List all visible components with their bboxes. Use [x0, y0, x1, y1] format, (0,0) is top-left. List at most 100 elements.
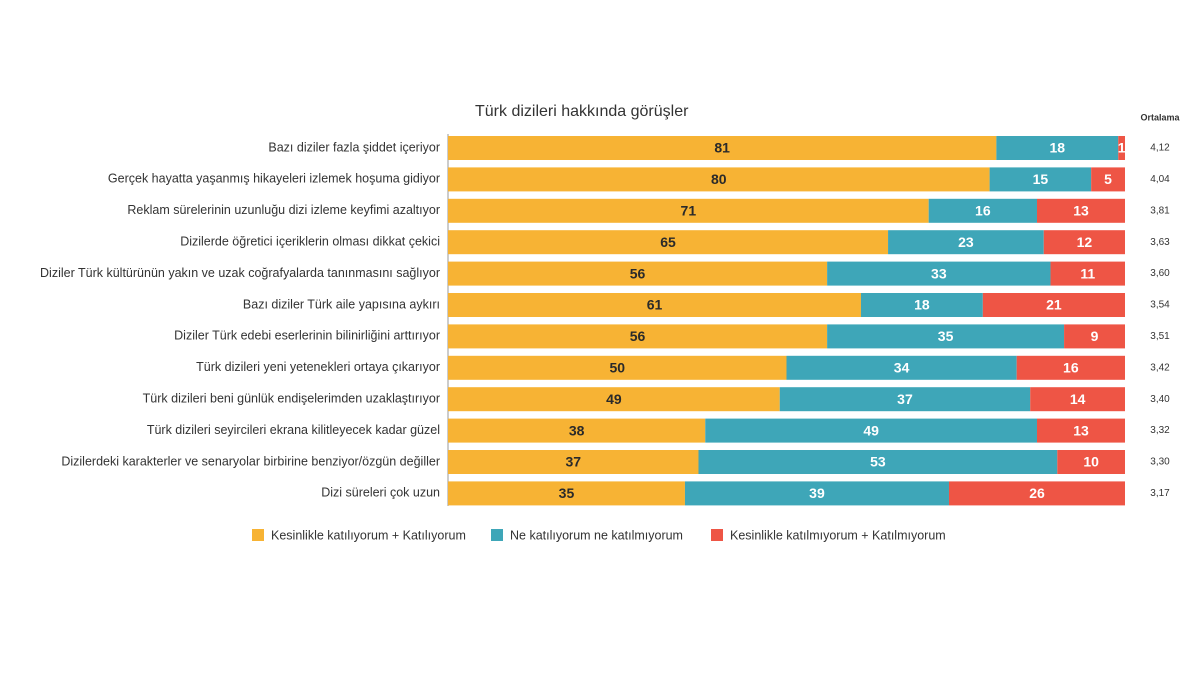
- bar-segment: [448, 136, 997, 160]
- average-value: 3,63: [1150, 237, 1170, 248]
- average-value: 3,51: [1150, 331, 1170, 342]
- bar-segment: [1036, 418, 1125, 443]
- value-label: 18: [914, 297, 930, 313]
- value-label: 65: [660, 234, 676, 250]
- category-label: Türk dizileri seyircileri ekrana kilitle…: [147, 423, 440, 437]
- average-value: 3,32: [1150, 425, 1170, 436]
- value-label: 34: [894, 360, 910, 376]
- value-label: 14: [1070, 391, 1086, 407]
- bar-segment: [448, 293, 861, 317]
- bar-segment: [779, 387, 1031, 412]
- bar-segment: [996, 136, 1119, 160]
- value-label: 21: [1046, 297, 1062, 313]
- legend-label: Kesinlikle katılmıyorum + Katılmıyorum: [730, 528, 946, 542]
- bar-segment: [698, 450, 1058, 474]
- bar-segment: [448, 355, 787, 380]
- value-label: 37: [565, 454, 581, 470]
- bar-segment: [448, 387, 780, 412]
- bar-segment: [827, 324, 1065, 349]
- value-label: 23: [958, 234, 974, 250]
- value-label: 61: [647, 297, 663, 313]
- bar-segment: [1030, 387, 1125, 412]
- bar-segment: [1091, 167, 1125, 192]
- bar-segment: [786, 355, 1017, 380]
- value-label: 16: [975, 203, 991, 219]
- value-label: 15: [1033, 171, 1049, 187]
- bar-segment: [989, 167, 1092, 192]
- value-label: 56: [630, 265, 646, 281]
- average-value: 3,81: [1150, 205, 1170, 216]
- average-value: 4,12: [1150, 143, 1170, 154]
- bar-segment: [1118, 136, 1125, 160]
- value-label: 18: [1050, 140, 1066, 156]
- value-label: 1: [1118, 140, 1126, 156]
- bar-segment: [827, 261, 1051, 286]
- value-label: 35: [938, 328, 954, 344]
- legend-swatch: [711, 529, 723, 541]
- bar-segment: [448, 418, 706, 443]
- legend-swatch: [491, 529, 503, 541]
- category-label: Türk dizileri beni günlük endişelerimden…: [143, 391, 440, 405]
- category-label: Dizilerdeki karakterler ve senaryolar bi…: [61, 454, 440, 468]
- bar-segment: [448, 481, 685, 506]
- bar-segment: [448, 324, 828, 349]
- value-label: 53: [870, 454, 886, 470]
- legend-swatch: [252, 529, 264, 541]
- category-label: Bazı diziler Türk aile yapısına aykırı: [243, 297, 440, 311]
- bar-segment: [448, 450, 699, 474]
- value-label: 49: [863, 422, 879, 438]
- value-label: 39: [809, 485, 825, 501]
- bar-segment: [1064, 324, 1125, 349]
- category-label: Diziler Türk kültürünün yakın ve uzak co…: [40, 266, 440, 280]
- value-label: 81: [714, 140, 730, 156]
- value-label: 80: [711, 171, 727, 187]
- value-label: 35: [559, 485, 575, 501]
- average-value: 3,42: [1150, 362, 1170, 373]
- average-header: Ortalama: [1140, 112, 1180, 122]
- chart-title: Türk dizileri hakkında görüşler: [475, 103, 689, 120]
- category-label: Reklam sürelerinin uzunluğu dizi izleme …: [127, 203, 440, 217]
- value-label: 13: [1073, 203, 1089, 219]
- legend-label: Kesinlikle katılıyorum + Katılıyorum: [271, 528, 466, 542]
- value-label: 37: [897, 391, 913, 407]
- value-label: 12: [1077, 234, 1093, 250]
- bar-segment: [448, 198, 929, 223]
- average-value: 3,30: [1150, 457, 1170, 468]
- bar-segment: [948, 481, 1125, 506]
- category-label: Bazı diziler fazla şiddet içeriyor: [268, 140, 440, 154]
- bar-segment: [1050, 261, 1125, 286]
- bar-segment: [1057, 450, 1125, 474]
- bar-segment: [1043, 230, 1125, 255]
- bar-segment: [1016, 355, 1125, 380]
- value-label: 10: [1083, 454, 1099, 470]
- bar-segment: [448, 261, 828, 286]
- value-label: 9: [1091, 328, 1099, 344]
- bar-segment: [684, 481, 949, 506]
- category-label: Türk dizileri yeni yetenekleri ortaya çı…: [196, 360, 440, 374]
- value-label: 50: [609, 360, 625, 376]
- bar-segment: [928, 198, 1037, 223]
- bar-segment: [982, 293, 1125, 317]
- average-value: 3,40: [1150, 394, 1170, 405]
- value-label: 13: [1073, 422, 1089, 438]
- bar-segment: [860, 293, 983, 317]
- average-value: 4,04: [1150, 174, 1170, 185]
- category-label: Diziler Türk edebi eserlerinin bilinirli…: [174, 329, 440, 343]
- average-value: 3,54: [1150, 300, 1170, 311]
- value-label: 71: [681, 203, 697, 219]
- value-label: 16: [1063, 360, 1079, 376]
- value-label: 5: [1104, 171, 1112, 187]
- legend-label: Ne katılıyorum ne katılmıyorum: [510, 528, 683, 542]
- value-label: 26: [1029, 485, 1045, 501]
- bar-segment: [705, 418, 1037, 443]
- category-label: Dizilerde öğretici içeriklerin olması di…: [180, 234, 440, 248]
- value-label: 56: [630, 328, 646, 344]
- bar-segment: [448, 167, 990, 192]
- average-value: 3,17: [1150, 488, 1170, 499]
- value-label: 49: [606, 391, 622, 407]
- value-label: 38: [569, 422, 585, 438]
- category-label: Dizi süreleri çok uzun: [321, 486, 440, 500]
- value-label: 33: [931, 265, 947, 281]
- bar-segment: [1036, 198, 1125, 223]
